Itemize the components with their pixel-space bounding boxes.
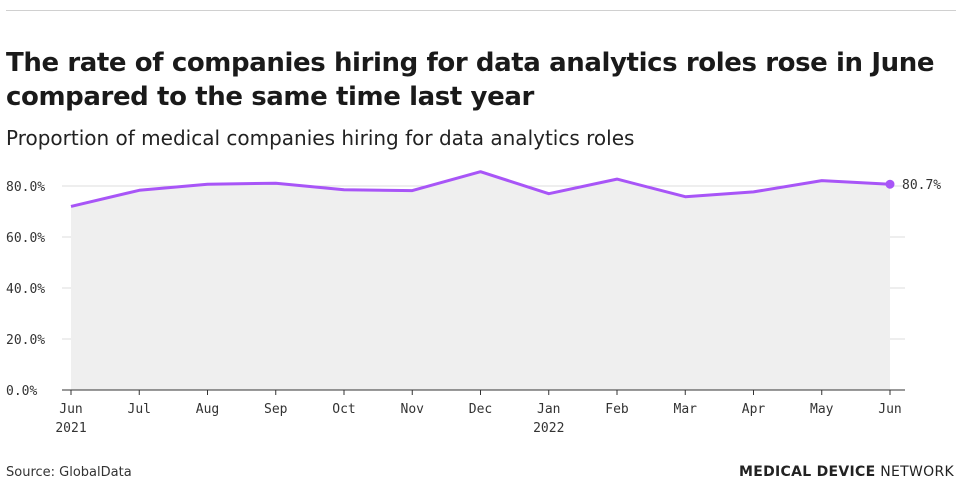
source-note: Source: GlobalData — [6, 465, 132, 480]
x-tick-label: Dec — [469, 402, 492, 417]
series-line — [70, 170, 891, 208]
x-tick-label: Jun — [878, 402, 901, 417]
top-rule — [6, 0, 956, 11]
x-tick-label: Apr — [742, 402, 766, 417]
y-tick-label: 80.0% — [6, 180, 45, 195]
x-axis-ticks: Jun 2021 Jul Aug Sep Oct Nov Dec Jan 2022 Feb Mar Ap… — [55, 390, 902, 436]
x-tick-label: Mar — [674, 402, 698, 417]
x-tick-label: Jun — [59, 402, 82, 417]
brand-bold: MEDICAL DEVICE — [738, 464, 876, 480]
brand-logo: MEDICAL DEVICE NETWORK — [739, 464, 954, 480]
y-axis-ticks: 0.0% 20.0% 40.0% 60.0% 80.0% — [6, 180, 45, 399]
chart-title: The rate of companies hiring for data an… — [6, 48, 935, 112]
x-tick-label: 2022 — [533, 421, 564, 436]
chart-subtitle: Proportion of medical companies hiring f… — [6, 126, 635, 150]
y-tick-label: 60.0% — [6, 231, 45, 246]
x-tick-label: Feb — [605, 402, 629, 417]
brand-light: NETWORK — [880, 464, 954, 480]
x-tick-label: Nov — [401, 402, 425, 417]
end-value-label: 80.7% — [902, 178, 941, 193]
y-tick-label: 20.0% — [6, 333, 45, 348]
x-tick-label: Jul — [128, 402, 151, 417]
y-tick-label: 0.0% — [6, 384, 37, 399]
x-tick-label: Aug — [196, 402, 219, 417]
x-tick-label: Jan — [537, 402, 560, 417]
end-point-marker — [885, 179, 895, 189]
y-tick-label: 40.0% — [6, 282, 45, 297]
x-tick-label: May — [810, 402, 834, 417]
area-fill — [71, 171, 890, 390]
x-tick-label: Oct — [332, 402, 355, 417]
x-tick-label: Sep — [264, 402, 288, 417]
x-tick-label: 2021 — [55, 421, 86, 436]
